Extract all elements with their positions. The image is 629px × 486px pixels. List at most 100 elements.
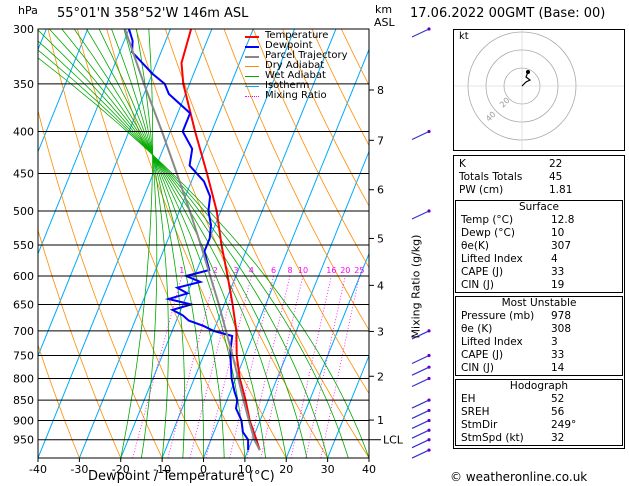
mixing-ratio-label: 8: [287, 266, 292, 275]
legend-item-dry-adiabat: Dry Adiabat: [265, 60, 325, 71]
x-tick-label: -10: [153, 463, 171, 476]
legend-line-mixing-ratio: [245, 96, 259, 97]
km-tick-label: 1: [377, 414, 384, 427]
surface-row: CIN (J) 19: [461, 279, 565, 291]
hodograph-trace: [521, 71, 532, 87]
pressure-tick-label: 650: [13, 299, 34, 312]
km-tick-label: 6: [377, 184, 384, 197]
legend-line-dry-adiabat: [245, 66, 259, 67]
pressure-tick-label: 800: [13, 372, 34, 385]
hodograph-storm-marker: [526, 70, 530, 74]
surface-row: θe(K) 307: [461, 240, 572, 252]
hodograph-ring-label-20: 20: [498, 96, 512, 110]
wind-barb: [411, 130, 430, 141]
most-unstable-row: CAPE (J) 33: [461, 349, 565, 361]
surface-title: Surface: [518, 201, 559, 213]
km-tick-label: 8: [377, 84, 384, 97]
pressure-tick-label: 900: [13, 414, 34, 427]
wind-barb-dot: [427, 438, 431, 442]
legend-item-mixing-ratio: Mixing Ratio: [265, 90, 327, 101]
most-unstable-row: CIN (J) 14: [461, 362, 565, 374]
hodograph-panel: kt 20 40: [453, 29, 625, 151]
mixing-ratio-line: [189, 275, 237, 458]
lcl-label: LCL: [383, 434, 404, 447]
wind-barb-dot: [427, 448, 431, 452]
km-tick-label: 2: [377, 370, 384, 383]
x-tick-label: -40: [29, 463, 47, 476]
pressure-tick-label: 750: [13, 349, 34, 362]
hodograph-row: SREH 56: [461, 406, 565, 418]
wet-adiabat-line: [86, 29, 225, 458]
hodograph-row: EH 52: [461, 393, 565, 405]
pressure-tick-label: 400: [13, 126, 34, 139]
mixing-ratio-label: 4: [249, 266, 254, 275]
mixing-ratio-label: 1: [179, 266, 184, 275]
copyright-footer: © weatheronline.co.uk: [450, 470, 588, 484]
most-unstable-section: Most Unstable Pressure (mb) 978 θe (K) 308…: [455, 296, 623, 376]
x-tick-label: -20: [112, 463, 130, 476]
surface-row: CAPE (J) 33: [461, 266, 565, 278]
wind-barb: [411, 449, 430, 459]
x-axis-title: Dewpoint / Temperature (°C): [88, 469, 275, 484]
wind-barb-dot: [427, 418, 431, 423]
wind-barb: [411, 439, 430, 449]
wind-barb-dot: [427, 209, 431, 213]
legend-line-isotherm: [245, 86, 259, 87]
most-unstable-title: Most Unstable: [501, 297, 577, 309]
pressure-tick-label: 850: [13, 394, 34, 407]
wind-barb: [411, 419, 430, 430]
wind-barb-dot: [427, 365, 431, 369]
legend-line-parcel: [245, 56, 259, 58]
dewpoint-line: [128, 29, 250, 451]
mixing-ratio-label: 25: [354, 266, 364, 275]
most-unstable-row: Lifted Index 3: [461, 336, 558, 348]
wind-barb-dot: [427, 398, 431, 402]
wind-barb-dot: [427, 27, 431, 31]
km-tick-label: 5: [377, 232, 384, 245]
wind-barb-dot: [427, 353, 431, 358]
pressure-tick-label: 450: [13, 167, 34, 180]
most-unstable-row: Pressure (mb) 978: [461, 310, 572, 322]
dry-adiabat-line: [252, 29, 369, 269]
mixing-ratio-label: 10: [298, 266, 308, 275]
most-unstable-row: θe (K) 308: [461, 323, 572, 335]
isotherm-line: [0, 29, 5, 458]
datetime-title: 17.06.2022 00GMT (Base: 00): [410, 6, 606, 21]
wind-barb: [411, 429, 430, 439]
isotherm-line: [38, 29, 89, 154]
mixing-ratio-axis-title: Mixing Ratio (g/kg): [409, 234, 423, 339]
wind-barb: [411, 377, 430, 388]
x-tick-label: 0: [200, 463, 207, 476]
legend-item-isotherm: Isotherm: [265, 80, 310, 91]
mixing-ratio-label: 16: [326, 266, 336, 275]
location-title: 55°01'N 358°52'W 146m ASL: [57, 6, 249, 21]
surface-row: Dewp (°C) 10: [461, 227, 565, 239]
wind-barb-dot: [427, 376, 431, 381]
index-row-totals: Totals Totals 45: [459, 171, 563, 183]
pressure-tick-label: 700: [13, 325, 34, 338]
km-axis-label: km: [375, 3, 393, 16]
km-tick-label: 7: [377, 134, 384, 147]
dry-adiabat-line: [38, 343, 80, 458]
index-row-pw: PW (cm) 1.81: [459, 184, 573, 196]
index-row-k: K 22: [459, 158, 563, 170]
surface-row: Lifted Index 4: [461, 253, 558, 265]
wind-barb: [411, 354, 430, 365]
pressure-tick-label: 300: [13, 23, 34, 36]
wind-barb-dot: [427, 129, 431, 134]
legend-line-temperature: [245, 36, 259, 38]
hodograph-section: Hodograph EH 52 SREH 56 StmDir 249° StmSpd …: [455, 379, 623, 446]
km-tick-label: 3: [377, 325, 384, 338]
pressure-tick-label: 600: [13, 270, 34, 283]
x-tick-label: 30: [321, 463, 335, 476]
isotherm-line: [327, 354, 369, 458]
hpa-axis-label: hPa: [18, 4, 38, 17]
isotherm-line: [38, 29, 130, 255]
hodograph-ring-label-40: 40: [484, 110, 498, 124]
legend-line-wet-adiabat: [245, 76, 259, 77]
surface-row: Temp (°C) 12.8: [461, 214, 575, 226]
dry-adiabat-line: [282, 29, 369, 207]
wind-barb-dot: [427, 408, 431, 413]
mixing-ratio-label: 20: [340, 266, 350, 275]
